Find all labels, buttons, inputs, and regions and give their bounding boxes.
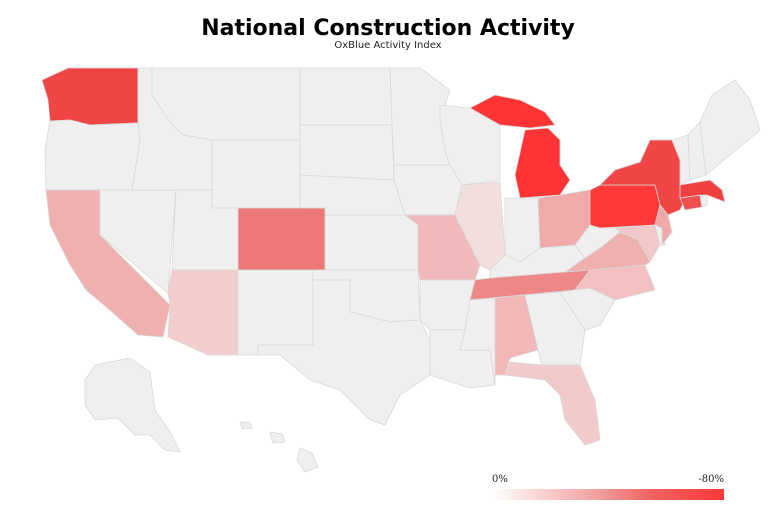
state-iowa[interactable] <box>393 164 463 216</box>
state-alaska[interactable] <box>84 357 181 453</box>
state-vermont[interactable] <box>671 134 691 186</box>
legend-max-label: -80% <box>698 474 724 485</box>
map-subtitle: OxBlue Activity Index <box>334 40 442 51</box>
state-arizona[interactable] <box>167 269 239 356</box>
state-pennsylvania[interactable] <box>589 184 661 229</box>
state-south-dakota[interactable] <box>299 124 395 181</box>
state-new-mexico[interactable] <box>237 269 314 356</box>
state-texas[interactable] <box>257 279 431 426</box>
legend-gradient-bar <box>492 489 724 500</box>
state-hawaii-3[interactable] <box>239 421 253 430</box>
state-michigan-upper[interactable] <box>469 94 556 129</box>
state-kansas[interactable] <box>324 214 419 271</box>
state-oregon[interactable] <box>44 119 141 191</box>
legend-min-label: 0% <box>492 474 508 485</box>
state-michigan-lower[interactable] <box>514 127 571 199</box>
state-new-jersey[interactable] <box>654 204 673 247</box>
state-north-dakota[interactable] <box>299 67 393 126</box>
state-wyoming[interactable] <box>211 139 301 209</box>
state-hawaii-1[interactable] <box>296 447 319 473</box>
state-washington[interactable] <box>41 67 139 126</box>
state-hawaii-2[interactable] <box>269 431 286 444</box>
state-colorado[interactable] <box>237 207 326 271</box>
state-massachusetts[interactable] <box>679 179 726 203</box>
state-maine[interactable] <box>699 79 761 176</box>
map-title: National Construction Activity <box>201 16 575 41</box>
state-florida[interactable] <box>504 361 601 446</box>
state-illinois[interactable] <box>454 181 506 271</box>
